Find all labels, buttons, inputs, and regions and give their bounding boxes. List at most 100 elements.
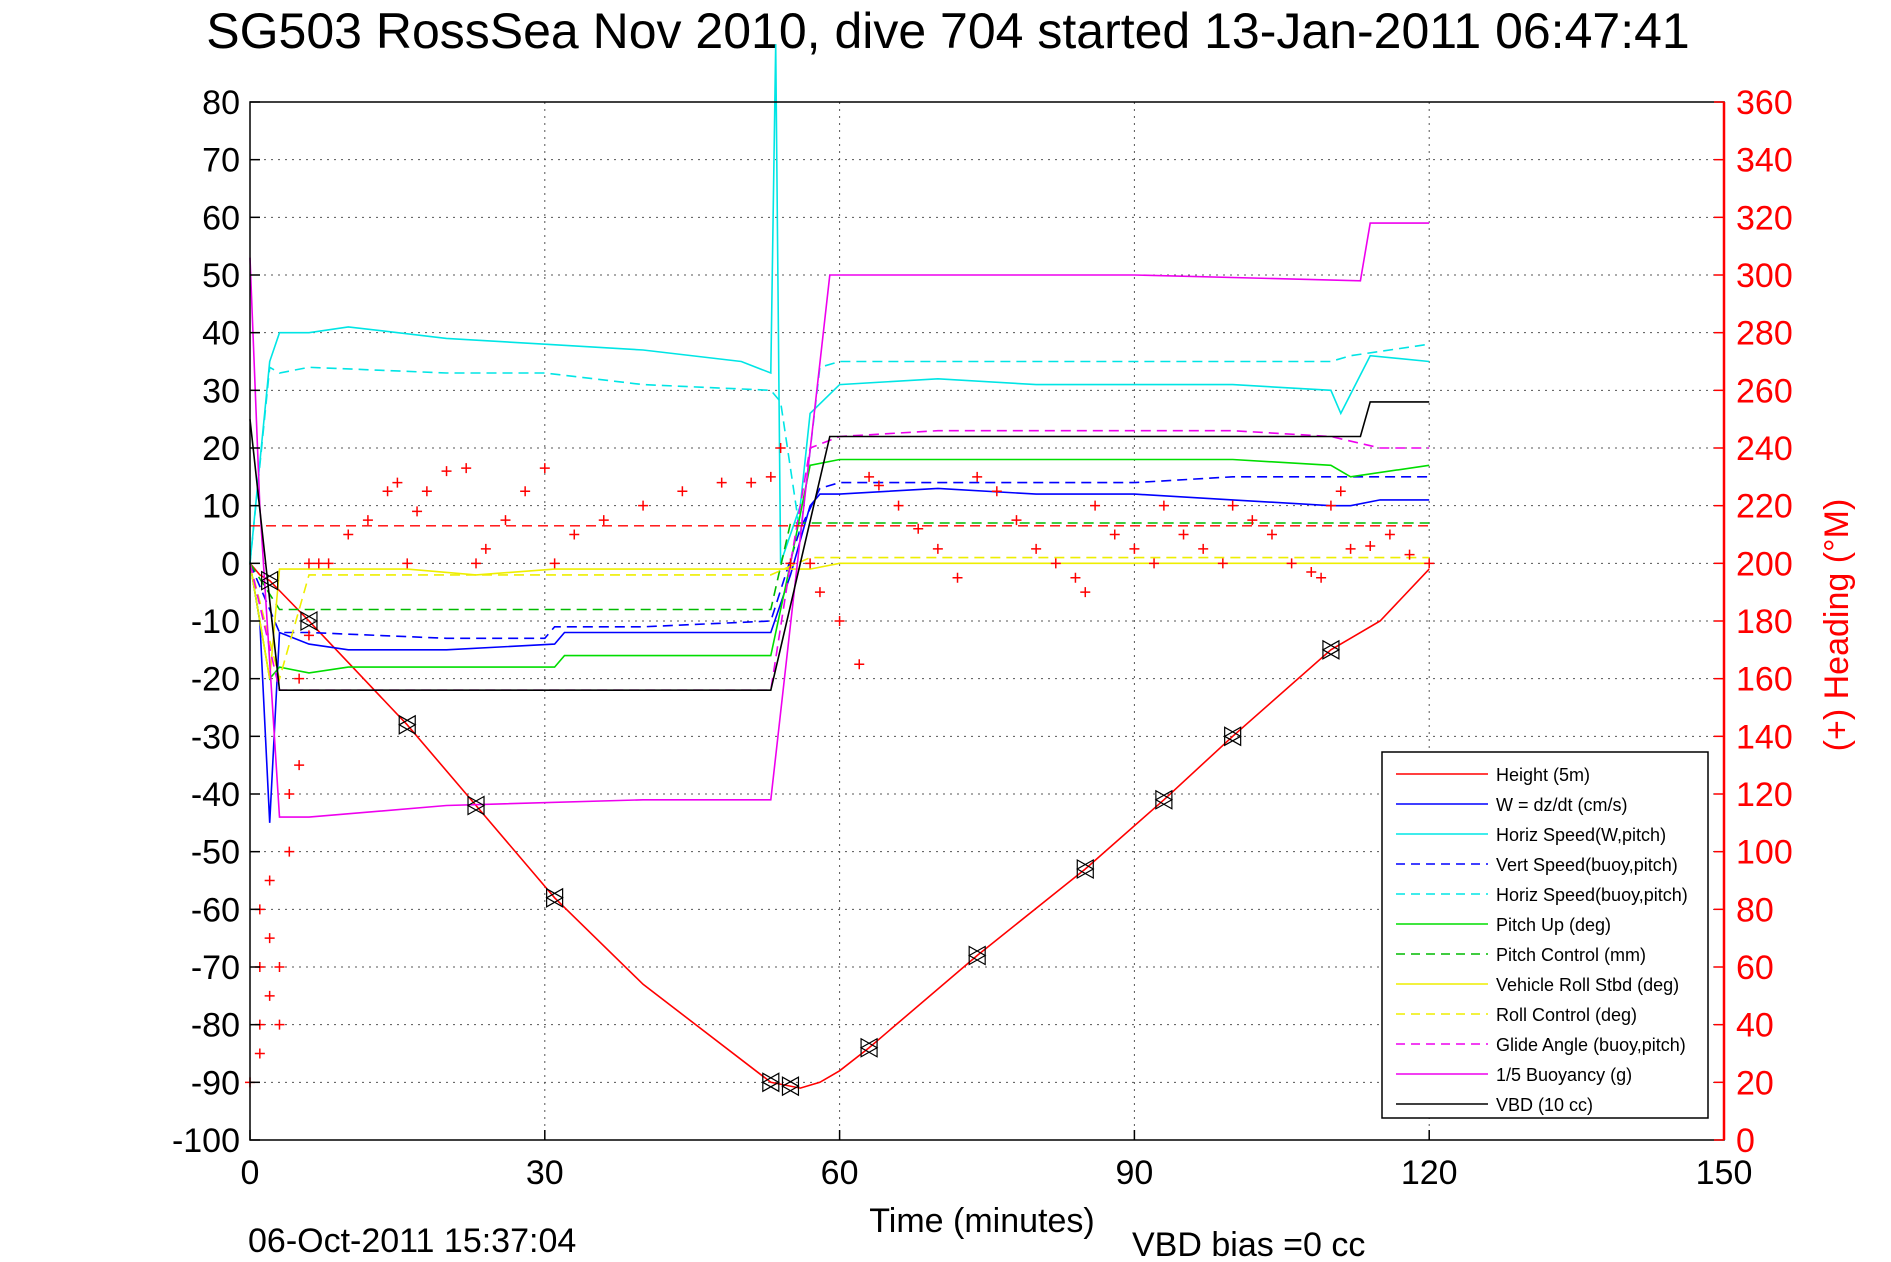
heading-marker: [392, 477, 403, 488]
series-line-horiz_w: [249, 44, 1430, 564]
heading-marker: [1070, 572, 1081, 583]
legend-label: Horiz Speed(W,pitch): [1496, 825, 1666, 845]
heading-marker: [991, 486, 1002, 497]
position-marker: [967, 945, 987, 966]
y-tick-label: -60: [191, 891, 240, 929]
y2-tick-label: 360: [1736, 84, 1793, 122]
heading-marker: [441, 466, 452, 477]
heading-marker: [913, 523, 924, 534]
series-line-pitch: [249, 458, 1430, 681]
heading-marker: [1198, 543, 1209, 554]
y-tick-label: 10: [202, 488, 240, 526]
position-marker: [466, 795, 486, 816]
heading-marker: [1286, 558, 1297, 569]
y-tick-label: 40: [202, 315, 240, 353]
y-tick-label: -10: [191, 603, 240, 641]
x-tick-label: 30: [526, 1154, 564, 1192]
position-marker: [761, 1072, 781, 1093]
heading-marker: [716, 477, 727, 488]
y2-tick-label: 0: [1736, 1122, 1755, 1160]
y-tick-label: -20: [191, 661, 240, 699]
heading-marker: [873, 480, 884, 491]
legend-label: W = dz/dt (cm/s): [1496, 795, 1628, 815]
y2-tick-label: 260: [1736, 372, 1793, 410]
series-line-w: [249, 487, 1430, 823]
position-marker: [1076, 858, 1095, 879]
y2-tick-label: 100: [1736, 834, 1793, 872]
heading-marker: [1384, 529, 1395, 540]
heading-marker: [775, 443, 786, 453]
y-tick-label: -80: [191, 1007, 240, 1045]
legend-label: VBD (10 cc): [1496, 1095, 1593, 1115]
heading-marker: [274, 1019, 285, 1030]
grid-lines: [250, 102, 1724, 1140]
position-marker: [398, 714, 417, 735]
heading-marker: [539, 463, 550, 474]
legend-label: Glide Angle (buoy,pitch): [1496, 1035, 1686, 1055]
legend-label: 1/5 Buoyancy (g): [1496, 1065, 1632, 1085]
footer-timestamp: 06-Oct-2011 15:37:04: [248, 1222, 576, 1260]
heading-marker: [549, 558, 560, 569]
heading-marker: [893, 500, 904, 511]
heading-marker: [402, 558, 413, 569]
heading-marker: [1247, 515, 1258, 526]
x-axis-label: Time (minutes): [869, 1202, 1094, 1240]
heading-marker: [1090, 500, 1101, 511]
y-tick-label: -70: [191, 949, 240, 987]
heading-marker: [461, 463, 472, 474]
y2-tick-label: 200: [1736, 545, 1793, 583]
y-tick-label: 50: [202, 257, 240, 295]
heading-marker: [480, 543, 491, 554]
x-tick-label: 120: [1401, 1154, 1458, 1192]
heading-marker: [294, 673, 305, 684]
heading-marker: [1424, 558, 1435, 569]
heading-marker: [362, 515, 373, 526]
heading-marker: [677, 486, 688, 497]
chart-title: SG503 RossSea Nov 2010, dive 704 started…: [206, 3, 1689, 59]
position-marker: [1154, 789, 1174, 810]
series-line-glide: [249, 429, 1430, 692]
heading-marker: [1109, 529, 1120, 540]
y-tick-label: 60: [202, 199, 240, 237]
heading-marker: [274, 962, 285, 972]
series-line-roll: [249, 562, 1430, 679]
x-tick-label: 90: [1115, 1154, 1153, 1192]
x-tick-label: 60: [821, 1154, 859, 1192]
heading-marker: [520, 486, 531, 497]
y2-tick-label: 280: [1736, 315, 1793, 353]
y-tick-label: -100: [172, 1122, 240, 1160]
heading-marker: [264, 990, 275, 1001]
heading-marker: [1335, 486, 1346, 497]
legend-label: Height (5m): [1496, 765, 1590, 785]
heading-marker: [284, 846, 295, 857]
series-line-buoy: [249, 222, 1430, 818]
legend: Height (5m) W = dz/dt (cm/s) Horiz Speed(W…: [1381, 751, 1709, 1119]
position-marker: [299, 610, 319, 632]
heading-marker: [421, 486, 432, 497]
legend-box: [1381, 751, 1709, 1119]
x-tick-label: 150: [1696, 1154, 1753, 1192]
heading-marker: [1325, 500, 1336, 511]
series-line-vbd: [249, 401, 1430, 692]
heading-marker: [746, 477, 757, 488]
heading-marker: [1266, 529, 1277, 540]
y2-tick-label: 120: [1736, 776, 1793, 814]
position-marker: [859, 1037, 879, 1058]
y-tick-label: 0: [221, 545, 240, 583]
y-tick-label: -90: [191, 1064, 240, 1102]
heading-marker: [569, 529, 580, 540]
heading-marker: [1306, 566, 1317, 577]
heading-marker: [1149, 558, 1160, 569]
series-line-pitch_ctrl: [249, 522, 1430, 611]
y2-axis-label: (+) Heading (°M): [1818, 499, 1856, 752]
y-tick-label: 30: [202, 372, 240, 410]
y2-tick-label: 20: [1736, 1064, 1774, 1102]
y2-tick-label: 180: [1736, 603, 1793, 641]
heading-marker: [785, 558, 796, 569]
heading-marker: [1404, 549, 1415, 560]
heading-marker: [1316, 572, 1327, 583]
heading-marker: [972, 471, 983, 482]
heading-marker: [864, 471, 875, 482]
heading-marker: [932, 543, 943, 554]
